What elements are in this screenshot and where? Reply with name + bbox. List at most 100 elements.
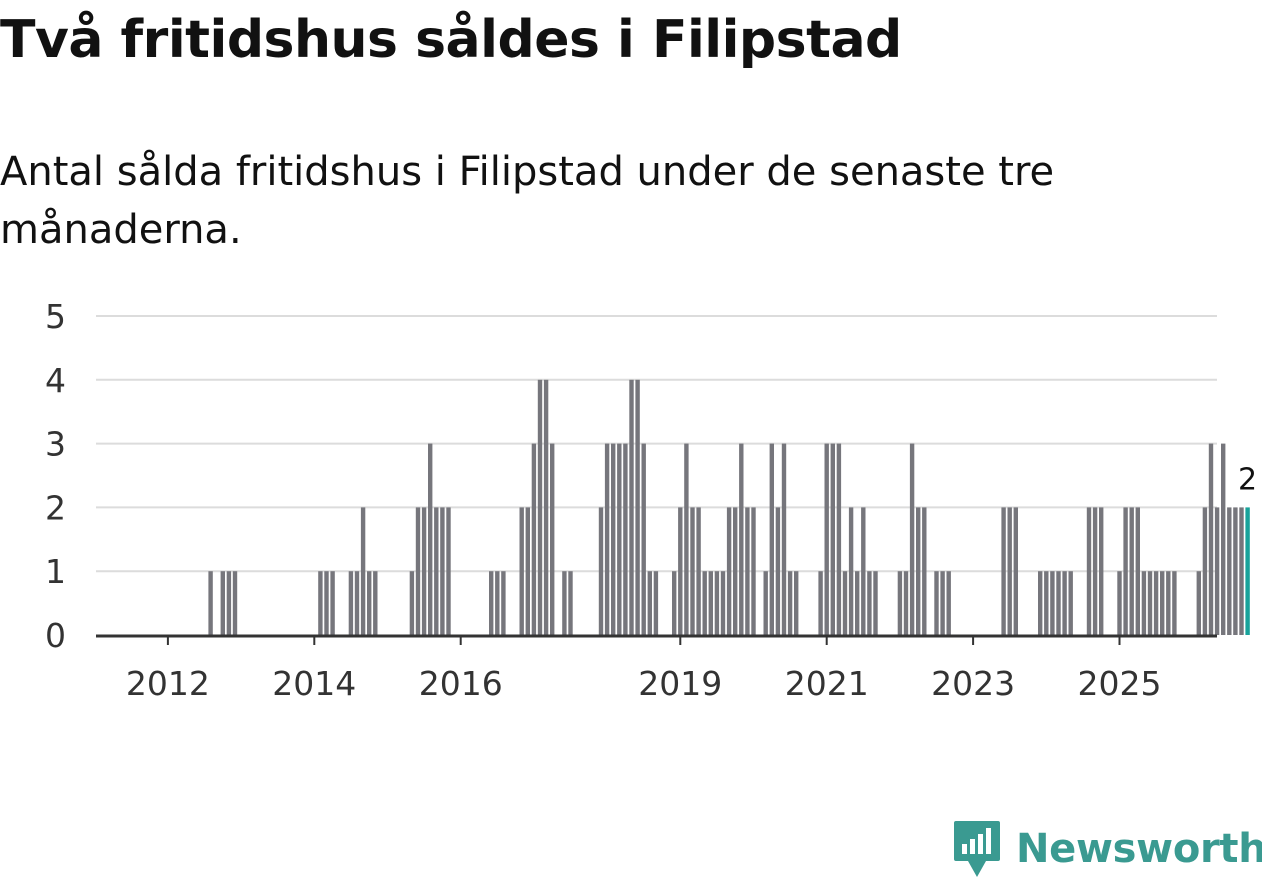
bar (733, 507, 738, 635)
bar (428, 443, 433, 635)
bar (537, 379, 543, 635)
bar (775, 507, 781, 635)
bar (1056, 571, 1061, 635)
bar (1227, 507, 1232, 635)
bar (855, 571, 860, 635)
y-tick-label: 2 (45, 488, 66, 527)
bar (678, 507, 683, 635)
bar (330, 571, 335, 635)
bar (824, 443, 829, 635)
bar (226, 571, 232, 635)
bars (208, 379, 1250, 635)
bar (348, 571, 354, 635)
y-tick-label: 1 (45, 552, 66, 591)
bar (1233, 507, 1238, 635)
bar (568, 571, 573, 635)
bar (763, 571, 768, 635)
bar (635, 379, 640, 635)
bar (1086, 507, 1092, 635)
y-tick-label: 5 (45, 297, 66, 336)
bar (1239, 507, 1244, 635)
bar (1092, 507, 1098, 635)
bar (501, 571, 506, 635)
bar (611, 443, 616, 635)
bar (489, 571, 494, 635)
bar (1001, 507, 1006, 635)
y-tick-label: 4 (45, 361, 66, 400)
bar (373, 571, 378, 635)
bar (1129, 507, 1134, 635)
bar (434, 507, 439, 635)
bar (550, 443, 555, 635)
x-tick-label: 2023 (931, 664, 1015, 703)
bar (769, 443, 774, 635)
bar (324, 571, 329, 635)
bar (525, 507, 530, 635)
bar (714, 571, 720, 635)
newsworthy-logo-icon (954, 821, 1000, 877)
bar (415, 507, 421, 635)
bar (1038, 571, 1043, 635)
bar (232, 571, 238, 635)
bar (672, 571, 677, 635)
y-axis-ticks: 0 1 2 3 4 5 (45, 297, 66, 655)
bar (617, 443, 622, 635)
bar (867, 571, 872, 635)
bar (702, 571, 707, 635)
bar (1196, 571, 1201, 635)
bar (684, 443, 689, 635)
bar (1044, 571, 1049, 635)
x-tick-label: 2016 (419, 664, 503, 703)
bar (720, 571, 726, 635)
bar (1068, 571, 1073, 635)
bar (1050, 571, 1055, 635)
bar (1135, 507, 1140, 635)
bar (562, 571, 567, 635)
bar (1123, 507, 1128, 635)
bar (940, 571, 945, 635)
bar (641, 443, 646, 635)
data-label-latest: 2 (1238, 462, 1257, 497)
bar (787, 571, 793, 635)
bar (690, 507, 695, 635)
bar (745, 507, 750, 635)
bar (897, 571, 903, 635)
newsworthy-logo[interactable]: Newsworthy (952, 819, 1262, 879)
bar (220, 571, 225, 635)
brand-name: Newsworthy (1016, 826, 1262, 872)
bar (440, 507, 445, 635)
bar (696, 507, 701, 635)
bar (1153, 571, 1159, 635)
bar (909, 443, 915, 635)
bar (1013, 507, 1018, 635)
bar (446, 507, 451, 635)
bar (794, 571, 799, 635)
bar (543, 379, 549, 635)
bar (1166, 571, 1171, 635)
bar (409, 571, 415, 635)
bar (751, 507, 756, 635)
bar (1007, 507, 1012, 635)
bar (1172, 571, 1177, 635)
bar (903, 571, 909, 635)
data-labels: 2 (1238, 462, 1257, 497)
bar (842, 571, 848, 635)
bar (598, 507, 604, 635)
bar (360, 507, 366, 635)
bar (653, 571, 659, 635)
bar (354, 571, 360, 635)
chart-title: Två fritidshus såldes i Filipstad (0, 10, 902, 70)
bar (1202, 507, 1208, 635)
bar (861, 507, 866, 635)
bar (836, 443, 842, 635)
bar (1147, 571, 1153, 635)
chart-subtitle: Antal sålda fritidshus i Filipstad under… (0, 149, 1055, 253)
bar (647, 571, 652, 635)
bar (708, 571, 713, 635)
bar (318, 571, 323, 635)
bar (208, 571, 213, 635)
gridlines (96, 315, 1217, 573)
y-tick-label: 0 (45, 616, 66, 655)
bar (1062, 571, 1067, 635)
bar (781, 443, 787, 635)
